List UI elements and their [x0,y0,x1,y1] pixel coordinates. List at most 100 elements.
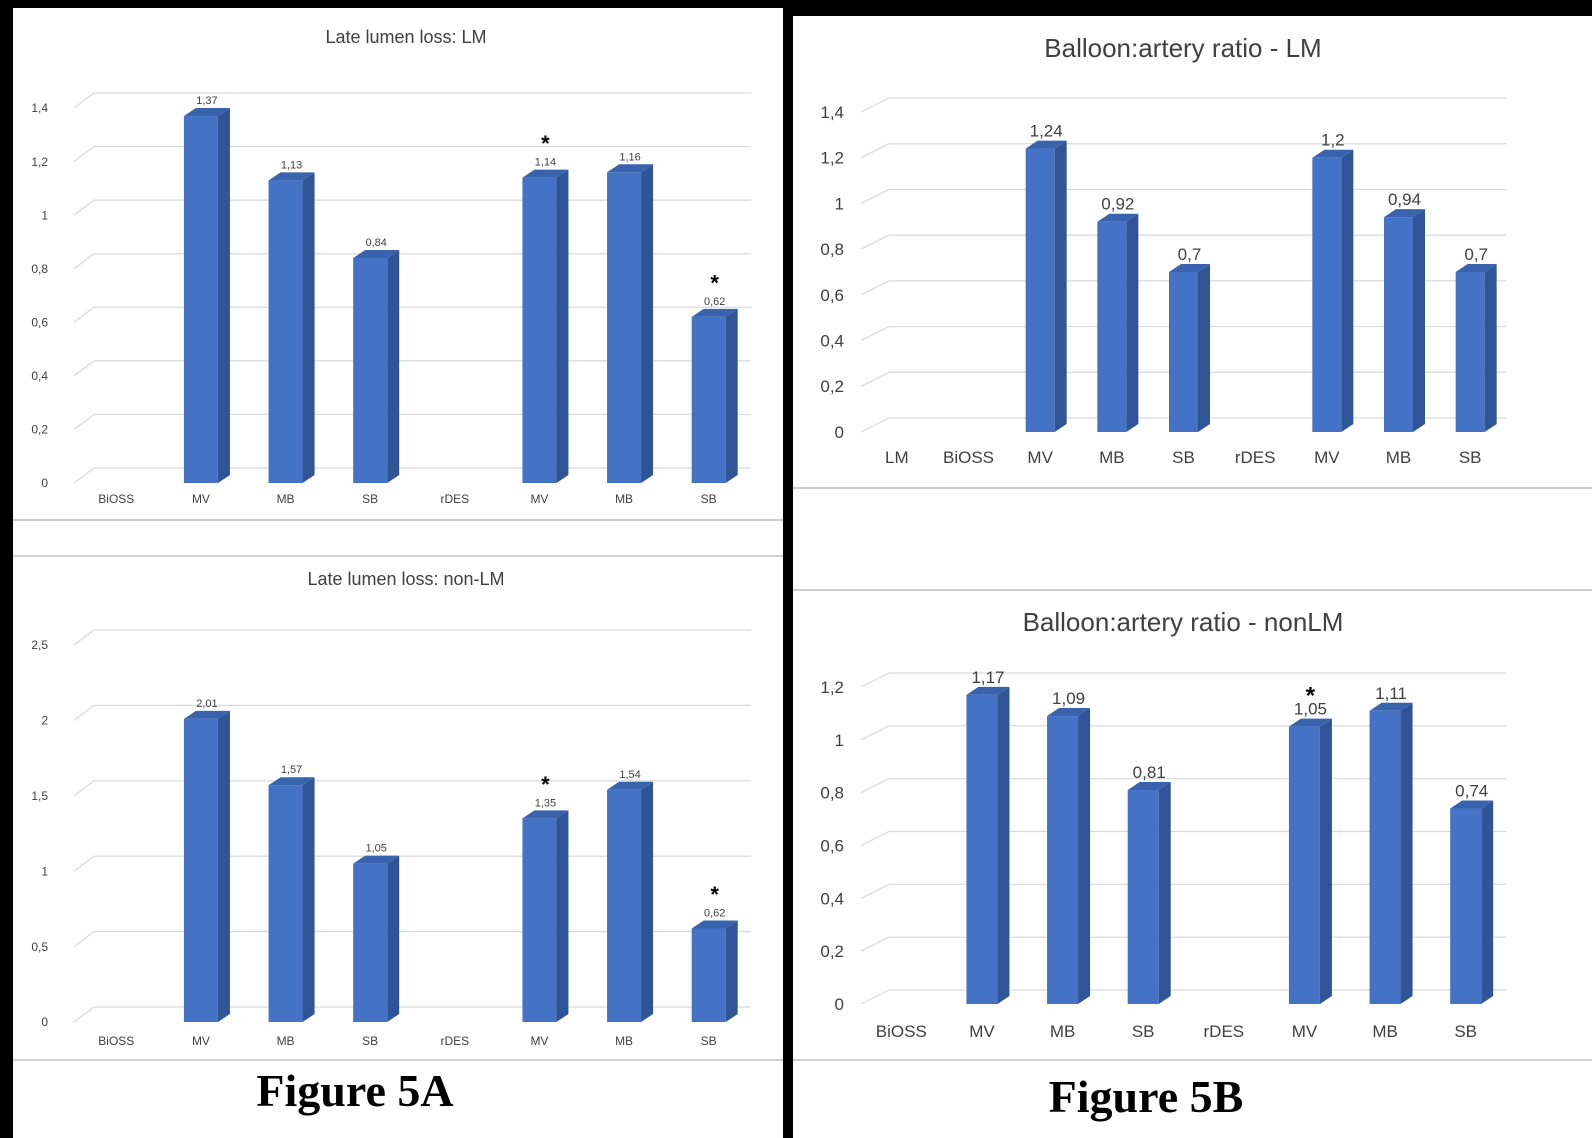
chart-title: Late lumen loss: non-LM [307,569,504,589]
gridline-depth [860,989,890,1005]
bar [1169,272,1198,432]
x-tick-label: MV [192,1034,210,1048]
bar-side [641,164,654,484]
gridline-depth [73,360,95,377]
bar [966,694,998,1004]
frame-left-border [0,0,13,1138]
bar [607,172,642,484]
bar-top [1025,140,1067,149]
y-tick-label: 1,5 [31,789,48,803]
bar-side [387,250,400,483]
bar-top [353,250,400,258]
data-label: 0,84 [365,237,386,249]
gridline-depth [860,326,890,342]
x-tick-label: SB [1459,448,1482,467]
gridline-depth [73,413,95,430]
bar-side [725,308,738,483]
bar [1450,808,1482,1004]
y-tick-label: 0,4 [820,332,844,351]
data-label: 1,35 [535,797,556,809]
y-tick-label: 1 [41,864,48,878]
gridline-depth [73,199,95,216]
gridline-depth [860,883,890,899]
bar-side [641,781,654,1022]
chart-late-lumen-loss-non-lm: Late lumen loss: non-LM 0 0,5 1 1,5 2 2,5 BiOSS… [31,569,751,1048]
data-label: 1,24 [1030,122,1063,141]
significance-marker: * [1306,682,1316,709]
data-label: 0,62 [704,296,725,308]
bar [268,785,303,1022]
bar-side [1341,149,1354,432]
bar [353,863,388,1022]
bar [183,116,218,484]
x-tick-label: MB [1050,1022,1076,1041]
data-label: 1,13 [281,159,302,171]
y-tick-label: 0,2 [820,377,844,396]
y-tick-label: 1,4 [31,101,48,115]
bar [1288,726,1320,1004]
x-tick-label: SB [1132,1022,1155,1041]
y-tick-label: 2,5 [31,638,48,652]
gridline-depth [73,855,95,872]
bar-top [1127,782,1171,791]
bar-top [966,686,1010,695]
x-tick-label: MB [615,492,633,506]
x-tick-label: SB [1454,1022,1477,1041]
chart-title: Balloon:artery ratio - nonLM [1023,607,1344,637]
x-tick-label: BiOSS [876,1022,927,1041]
bar [1025,148,1055,433]
bar-side [1484,264,1497,432]
y-tick-label: 0,4 [31,369,48,383]
chart-balloon-artery-ratio-lm: Balloon:artery ratio - LM 0 0,2 0,4 0,6 0,8 1 1… [820,33,1506,467]
data-label: 1,09 [1052,689,1085,708]
bar-top [522,169,569,178]
x-tick-label: MV [530,1034,548,1048]
significance-marker: * [541,772,550,797]
data-label: 1,11 [1375,684,1407,703]
x-tick-label: MV [530,492,548,506]
data-label: 0,94 [1388,190,1421,209]
bar-top [268,172,315,181]
x-tick-label: SB [1172,448,1195,467]
data-label: 1,17 [971,668,1004,687]
bar-top [607,781,654,790]
bar-side [302,777,315,1022]
bar [183,718,218,1022]
bar-top [1288,718,1332,727]
bar [353,258,388,483]
y-tick-label: 0,6 [820,836,844,855]
gridline-depth [73,253,95,270]
x-tick-label: MV [192,492,210,506]
x-tick-label: rDES [1235,448,1276,467]
gridline-depth [860,280,890,296]
bar-top [1384,209,1425,218]
gridline-depth [73,780,95,797]
data-label: 1,16 [619,151,640,163]
bar-side [997,686,1010,1004]
figure-5b-label: Figure 5B [1048,1071,1244,1122]
chart-title: Late lumen loss: LM [325,27,486,47]
data-label: 0,81 [1133,763,1166,782]
figure-5a-label: Figure 5A [256,1065,454,1116]
frame-top-right-cap [793,8,1592,16]
chart-balloon-artery-ratio-nonlm: Balloon:artery ratio - nonLM 0 0,2 0,4 0,6 0,… [820,607,1506,1041]
gridline-depth [860,371,890,387]
x-tick-label: SB [701,492,717,506]
gridline-depth [73,467,95,484]
gridline-depth [73,629,95,646]
bar [1312,157,1342,432]
bar-top [691,920,738,929]
y-tick-label: 0,6 [31,315,48,329]
bar [1047,716,1079,1004]
y-tick-label: 1,4 [820,103,844,122]
bar-top [1450,800,1494,809]
data-label: 1,2 [1321,131,1345,150]
data-label: 1,37 [196,95,217,107]
y-tick-label: 0 [835,995,844,1014]
data-label: 2,01 [196,698,217,710]
y-tick-label: 0,2 [820,942,844,961]
bar-side [556,169,569,483]
bar-side [556,810,569,1022]
y-tick-label: 1,2 [820,678,844,697]
bar [691,928,726,1022]
